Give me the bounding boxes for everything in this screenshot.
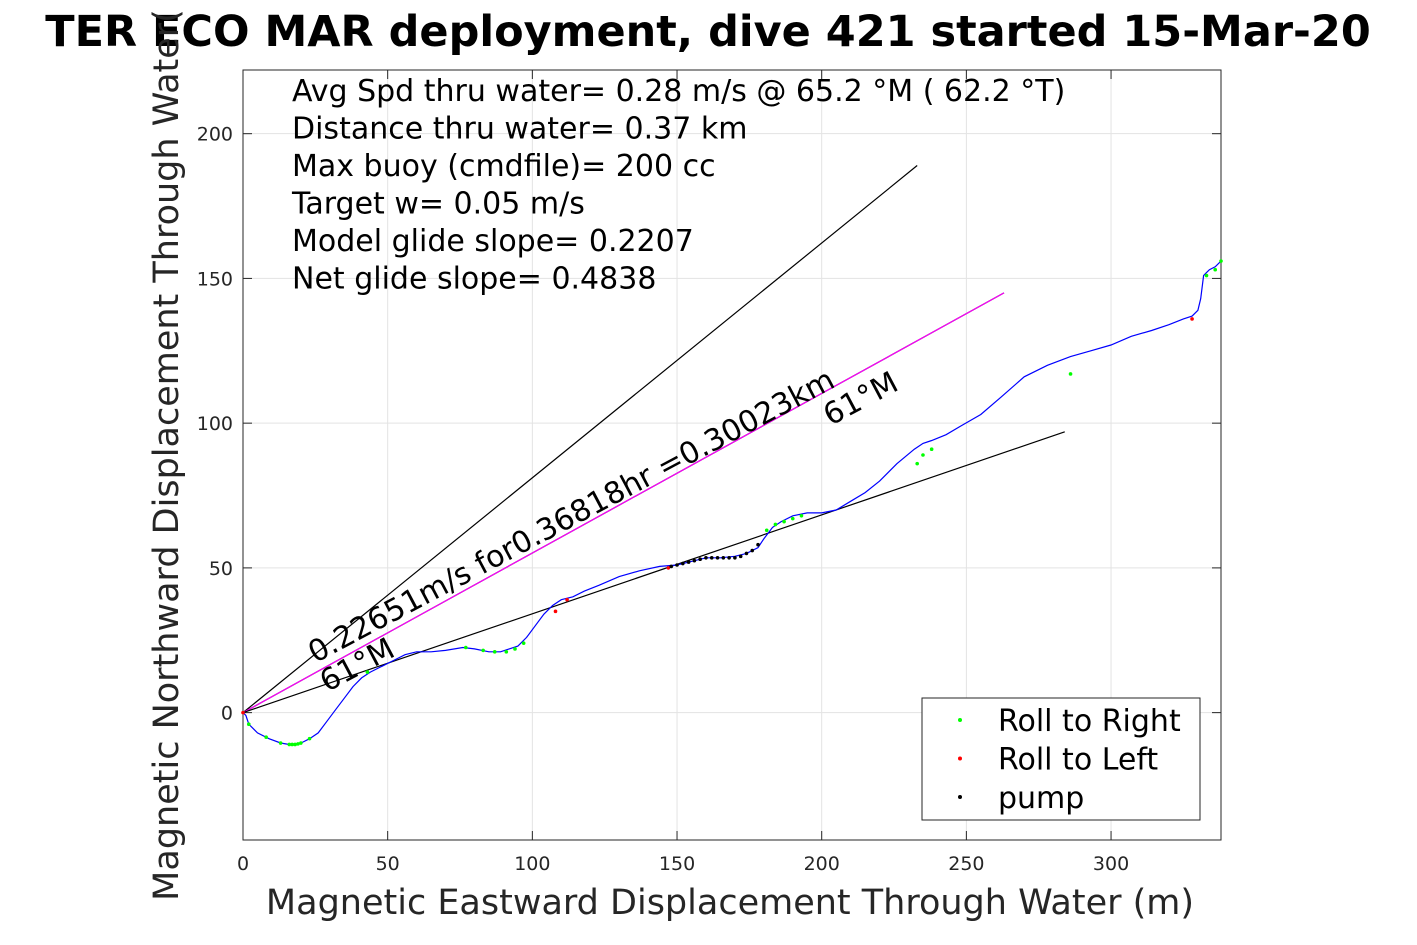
- x-tick-label: 0: [237, 853, 249, 875]
- x-axis-label: Magnetic Eastward Displacement Through W…: [266, 883, 1194, 923]
- marker-roll-right: [299, 741, 303, 745]
- marker-pump: [669, 564, 674, 569]
- legend-marker: [958, 756, 962, 761]
- legend-box: [921, 697, 1201, 821]
- grid: [242, 70, 1221, 840]
- marker-roll-right: [246, 722, 251, 727]
- marker-pump: [738, 554, 743, 559]
- markers: [241, 259, 1223, 747]
- ticks: 0 50 100 150 200 250 300 0 50 100 150 200: [197, 70, 1221, 875]
- info-text: Avg Spd thru water= 0.28 m/s @ 65.2 °M (…: [291, 74, 1065, 297]
- marker-pump: [675, 563, 679, 567]
- marker-roll-right: [264, 735, 268, 740]
- y-tick-label: 50: [209, 558, 233, 580]
- marker-roll-right: [1068, 372, 1073, 376]
- info-line: Target w= 0.05 m/s: [291, 187, 585, 222]
- marker-roll-right: [1204, 273, 1209, 278]
- marker-roll-left: [1190, 317, 1194, 321]
- marker-pump: [686, 560, 691, 564]
- marker-pump: [721, 555, 726, 560]
- heading-line-2-overlay: [242, 292, 1005, 714]
- marker-roll-right: [492, 650, 497, 654]
- marker-roll-right: [521, 641, 526, 645]
- marker-pump: [698, 557, 702, 562]
- info-line: Model glide slope= 0.2207: [292, 224, 694, 259]
- x-tick-label: 150: [659, 853, 695, 875]
- marker-roll-right: [929, 447, 934, 452]
- annotations: 0.22651m/s for0.36818hr =0.30023km61°M61…: [303, 362, 904, 699]
- marker-roll-right: [782, 519, 786, 524]
- marker-roll-right: [915, 461, 919, 466]
- marker-pump: [727, 555, 731, 560]
- x-tick-label: 200: [804, 853, 840, 875]
- marker-pump: [709, 555, 714, 560]
- track-line: [242, 260, 1222, 746]
- plot-area-frame: [242, 69, 1222, 841]
- marker-pump: [750, 548, 755, 553]
- marker-roll-right: [790, 516, 795, 521]
- legend-label: pump: [998, 781, 1084, 816]
- marker-roll-right: [799, 513, 804, 518]
- x-tick-label: 50: [376, 853, 400, 875]
- marker-roll-right: [307, 736, 312, 741]
- legend-marker: [958, 795, 962, 799]
- marker-roll-left: [666, 566, 671, 570]
- y-tick-label: 0: [221, 703, 233, 725]
- info-line: Distance thru water= 0.37 km: [292, 112, 747, 147]
- info-line: Max buoy (cmdfile)= 200 cc: [292, 149, 716, 184]
- marker-roll-right: [365, 670, 370, 674]
- marker-roll-right: [1213, 267, 1218, 272]
- marker-pump: [681, 561, 685, 566]
- y-tick-label: 150: [197, 268, 233, 290]
- track: [242, 260, 1222, 746]
- x-tick-label: 300: [1093, 853, 1129, 875]
- x-tick-label: 250: [948, 853, 984, 875]
- marker-roll-right: [513, 647, 517, 651]
- marker-pump: [715, 555, 720, 560]
- marker-roll-right: [293, 742, 297, 747]
- marker-roll-right: [463, 645, 468, 650]
- marker-pump: [733, 555, 737, 560]
- marker-pump: [756, 542, 760, 547]
- y-axis-label: Magnetic Northward Displacement Through …: [147, 9, 187, 901]
- marker-roll-right: [504, 650, 509, 654]
- marker-roll-left: [241, 710, 245, 715]
- marker-roll-right: [764, 528, 769, 533]
- marker-roll-left: [553, 609, 558, 614]
- marker-roll-left: [565, 597, 569, 602]
- legend-label: Roll to Right: [998, 704, 1181, 739]
- marker-roll-right: [278, 741, 283, 745]
- heading-lines: [242, 165, 1065, 714]
- marker-roll-right: [481, 648, 485, 653]
- heading-line-3: [242, 431, 1065, 714]
- info-line: Net glide slope= 0.4838: [292, 262, 656, 297]
- annotation: 0.22651m/s for0.36818hr =0.30023km: [303, 362, 841, 670]
- y-tick-label: 100: [197, 413, 233, 435]
- marker-pump: [704, 555, 708, 560]
- chart-title: TER ECO MAR deployment, dive 421 started…: [45, 7, 1371, 57]
- info-line: Avg Spd thru water= 0.28 m/s @ 65.2 °M (…: [292, 74, 1065, 109]
- marker-pump: [692, 558, 697, 563]
- legend-label: Roll to Left: [998, 743, 1158, 778]
- marker-roll-right: [287, 742, 292, 747]
- marker-roll-right: [296, 742, 300, 746]
- marker-roll-right: [773, 522, 778, 527]
- marker-roll-right: [921, 453, 925, 457]
- marker-pump: [744, 551, 749, 556]
- heading-line-1: [242, 165, 918, 714]
- y-tick-label: 200: [197, 124, 233, 146]
- x-tick-label: 100: [514, 853, 550, 875]
- marker-roll-right: [1219, 259, 1223, 263]
- marker-roll-right: [290, 742, 294, 747]
- legend-marker: [958, 718, 962, 722]
